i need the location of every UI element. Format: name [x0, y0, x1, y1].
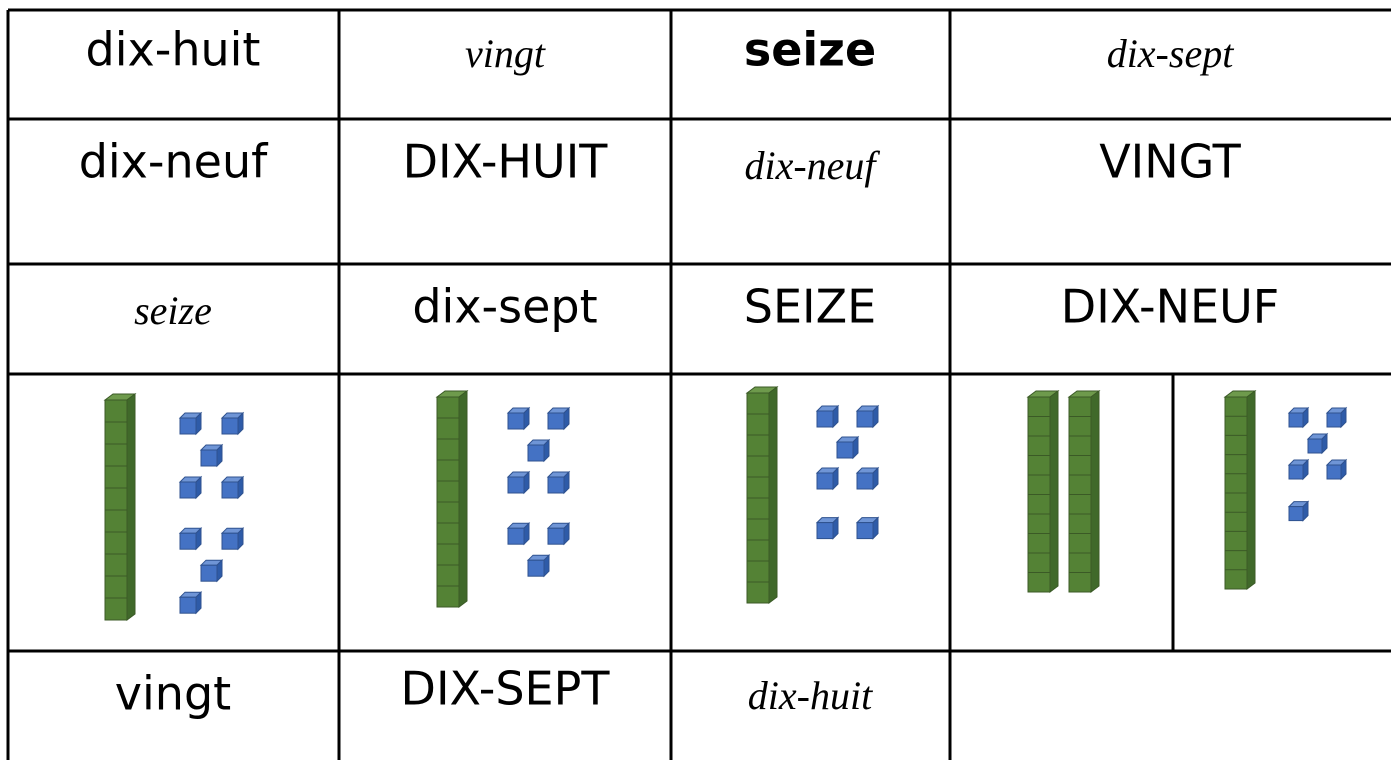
ten-rod [1026, 390, 1060, 593]
unit-cube [546, 521, 571, 546]
ten-rod [103, 393, 137, 621]
rod-side [1049, 390, 1059, 593]
unit-cube [1287, 406, 1310, 429]
cube-face [1288, 506, 1304, 522]
rod-side [126, 393, 136, 621]
cube-face [856, 410, 874, 428]
cube-face [547, 412, 565, 430]
cell-text: seize [744, 23, 876, 77]
unit-cube [1325, 458, 1348, 481]
unit-cube [506, 406, 531, 431]
unit-cube [1287, 500, 1310, 522]
cube-face [856, 472, 874, 490]
cube-face [200, 564, 218, 582]
cell-text: SEIZE [744, 280, 876, 334]
cube-face [507, 527, 525, 545]
unit-cube [855, 516, 880, 540]
unit-cube [506, 521, 531, 546]
cube-face [1288, 412, 1304, 428]
cube-face [179, 532, 197, 550]
cube-face [1288, 464, 1304, 480]
rod-side [458, 390, 468, 608]
cube-face [200, 449, 218, 467]
cell-text: dix-huit [86, 23, 261, 77]
cube-face [179, 596, 197, 614]
unit-cube [178, 590, 203, 615]
base-ten-blocks [103, 386, 1348, 621]
cell-text: vingt [115, 667, 231, 721]
rod-side [1246, 390, 1256, 590]
cube-face [547, 476, 565, 494]
unit-cube [526, 553, 551, 578]
ten-rod [745, 386, 779, 604]
unit-cube [1325, 406, 1348, 429]
unit-cube [855, 466, 880, 491]
unit-cube [220, 475, 245, 500]
unit-cube [220, 526, 245, 551]
cell-text: seize [134, 288, 212, 333]
cube-face [547, 527, 565, 545]
ten-rod [1067, 390, 1101, 593]
table-grid [6, 8, 1391, 760]
cell-text: DIX-HUIT [403, 135, 609, 189]
unit-cube [199, 443, 224, 468]
cell-text: dix-sept [1107, 31, 1235, 76]
ten-rod [435, 390, 469, 608]
unit-cube [506, 470, 531, 495]
cube-face [527, 444, 545, 462]
unit-cube [199, 558, 224, 583]
ten-rod [1223, 390, 1257, 590]
rod-side [768, 386, 778, 604]
unit-cube [178, 411, 203, 436]
cell-text: vingt [465, 31, 546, 76]
cube-face [816, 472, 834, 490]
cube-face [856, 522, 874, 540]
unit-cube [1287, 458, 1310, 481]
rod-side [1090, 390, 1100, 593]
cube-face [507, 476, 525, 494]
cube-face [179, 481, 197, 499]
cell-text: dix-neuf [79, 135, 269, 189]
cube-face [221, 481, 239, 499]
unit-cube [178, 475, 203, 500]
unit-cube [835, 435, 860, 460]
unit-cube [526, 438, 551, 463]
cube-face [1326, 464, 1342, 480]
cube-face [179, 417, 197, 435]
cube-face [507, 412, 525, 430]
cube-face [221, 532, 239, 550]
cell-text: DIX-SEPT [401, 662, 611, 716]
unit-cube [855, 404, 880, 429]
unit-cube [178, 526, 203, 551]
cell-text: dix-neuf [744, 143, 880, 188]
unit-cube [1306, 432, 1329, 455]
unit-cube [546, 406, 571, 431]
word-cells: dix-huit vingt seize dix-sept dix-neuf D… [79, 23, 1280, 721]
cell-text: dix-sept [412, 280, 597, 334]
cube-face [221, 417, 239, 435]
cell-text: dix-huit [748, 673, 873, 718]
cube-face [836, 441, 854, 459]
cube-face [1307, 438, 1323, 454]
cell-text: VINGT [1099, 135, 1241, 189]
cube-face [527, 559, 545, 577]
unit-cube [815, 516, 840, 540]
unit-cube [815, 404, 840, 429]
unit-cube [815, 466, 840, 491]
cube-face [816, 410, 834, 428]
cell-text: DIX-NEUF [1061, 280, 1279, 334]
cube-face [816, 522, 834, 540]
unit-cube [220, 411, 245, 436]
cube-face [1326, 412, 1342, 428]
unit-cube [546, 470, 571, 495]
